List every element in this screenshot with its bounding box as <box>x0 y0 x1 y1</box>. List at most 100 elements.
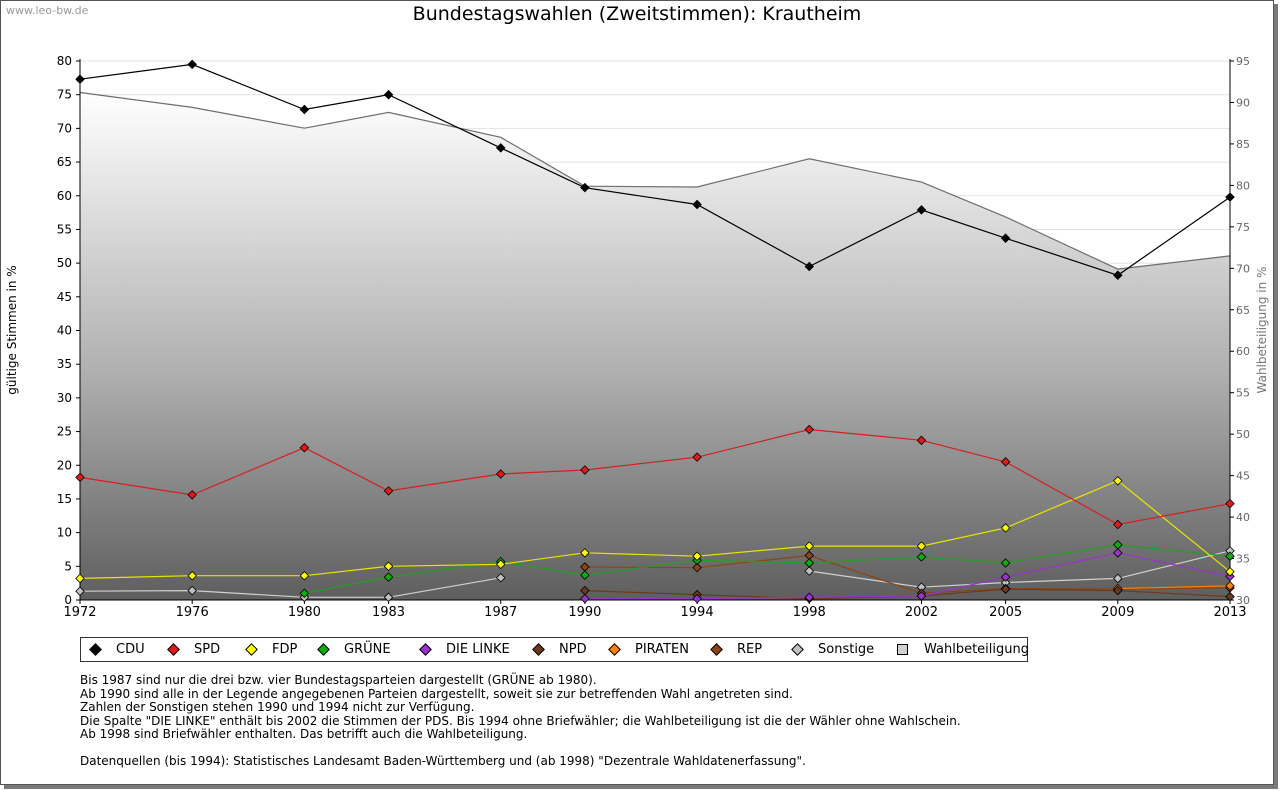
data-point-cdu <box>580 182 590 193</box>
series-line-piraten <box>1117 585 1231 590</box>
y2-tick-label: 80 <box>1236 179 1250 192</box>
legend-item: Wahlbeteiligung <box>897 638 1029 661</box>
y2-tick-label: 95 <box>1236 55 1250 68</box>
series-line-grüne <box>304 544 1231 594</box>
y-tick-label: 0 <box>64 593 72 607</box>
axes <box>76 59 1234 604</box>
y2-tick-label: 85 <box>1236 138 1250 151</box>
y2-tick-label: 45 <box>1236 470 1250 483</box>
data-point-die-linke <box>916 591 927 601</box>
data-point-spd <box>916 435 927 446</box>
data-point-fdp <box>692 551 702 561</box>
x-tick-label: 2009 <box>1101 605 1134 620</box>
data-point-cdu <box>1000 233 1011 243</box>
y2-tick-label: 30 <box>1236 594 1250 607</box>
series-line-spd <box>79 428 1231 526</box>
data-point-cdu <box>495 143 506 153</box>
y2-tick-label: 75 <box>1236 221 1250 234</box>
note-line: Datenquellen (bis 1994): Statistisches L… <box>80 754 806 768</box>
turnout-area <box>79 91 1231 600</box>
y-tick-label: 5 <box>64 559 72 573</box>
y2-tick-label: 70 <box>1236 262 1250 275</box>
data-point-spd <box>187 490 197 500</box>
note-line: Ab 1998 sind Briefwähler enthalten. Das … <box>80 727 528 741</box>
x-tick-label: 2013 <box>1213 605 1246 620</box>
y-tick-label: 15 <box>57 492 72 506</box>
y-tick-label: 70 <box>57 121 72 135</box>
data-point-npd <box>1225 591 1235 602</box>
x-tick-label: 1990 <box>568 605 601 620</box>
legend-swatch <box>897 644 908 655</box>
data-point-spd <box>75 472 85 483</box>
legend: CDU SPD FDP GRÜNE DIE LINKE NPD PIRATEN REP Sons… <box>80 637 1029 662</box>
legend-label: PIRATEN <box>635 642 689 657</box>
legend-item: FDP <box>245 638 297 661</box>
y2-tick-label: 90 <box>1236 96 1250 109</box>
data-point-npd <box>1000 584 1011 594</box>
legend-item: REP <box>710 638 763 661</box>
data-point-spd <box>495 469 506 479</box>
y2-tick-label: 40 <box>1236 511 1250 524</box>
notes: Bis 1987 sind nur die drei bzw. vier Bun… <box>80 673 961 769</box>
legend-swatch <box>419 643 432 656</box>
data-point-cdu <box>75 74 85 84</box>
legend-item: SPD <box>167 638 220 661</box>
data-point-spd <box>804 424 815 435</box>
data-point-fdp <box>495 559 506 570</box>
data-point-sonstige <box>804 566 815 576</box>
legend-swatch <box>532 643 545 656</box>
tick-labels: 0 5 10 15 20 25 30 35 40 45 50 55 60 65 70 75 80 30 35 40 45… <box>57 54 1250 620</box>
note-line: Zahlen der Sonstigen stehen 1990 und 199… <box>80 700 475 714</box>
data-point-die-linke <box>1113 548 1123 558</box>
legend-label: CDU <box>116 642 145 657</box>
turnout-line <box>79 91 1231 270</box>
y-tick-label: 45 <box>57 290 72 304</box>
data-point-grüne <box>916 552 927 562</box>
chart-title: Bundestagswahlen (Zweitstimmen): Krauthe… <box>412 3 862 25</box>
data-point-npd <box>1113 585 1123 596</box>
series-points <box>75 59 1235 604</box>
data-point-piraten <box>1225 581 1235 591</box>
data-point-fdp <box>580 548 590 558</box>
data-point-cdu <box>692 199 702 210</box>
legend-label: REP <box>737 642 763 657</box>
legend-label: DIE LINKE <box>446 642 510 657</box>
y-tick-label: 50 <box>57 256 72 270</box>
legend-item: NPD <box>532 638 587 661</box>
data-point-spd <box>580 465 590 475</box>
legend-swatch <box>317 643 330 656</box>
data-point-die-linke <box>1000 572 1011 582</box>
y-tick-label: 75 <box>57 88 72 102</box>
legend-item: PIRATEN <box>608 638 689 661</box>
x-tick-label: 1976 <box>176 605 209 620</box>
y-tick-label: 20 <box>57 458 72 472</box>
y-tick-label: 30 <box>57 391 72 405</box>
data-point-sonstige <box>495 573 506 583</box>
data-point-cdu <box>1113 270 1123 281</box>
data-point-rep <box>692 562 702 573</box>
data-point-sonstige <box>187 585 197 596</box>
data-point-spd <box>383 486 394 496</box>
y2-tick-label: 35 <box>1236 553 1250 566</box>
data-point-die-linke <box>580 593 590 604</box>
data-point-die-linke <box>692 593 702 604</box>
data-point-cdu <box>1225 192 1235 202</box>
data-point-grüne <box>299 588 310 599</box>
y-tick-label: 25 <box>57 425 72 439</box>
y-tick-label: 60 <box>57 189 72 203</box>
y-tick-label: 40 <box>57 324 72 338</box>
series-line-fdp <box>79 480 1231 579</box>
data-point-cdu <box>916 205 927 215</box>
legend-swatch <box>791 643 804 656</box>
legend-swatch <box>608 643 621 656</box>
legend-swatch <box>245 643 258 656</box>
data-point-grüne <box>580 570 590 580</box>
x-tick-label: 1983 <box>372 605 405 620</box>
x-tick-label: 1994 <box>681 605 714 620</box>
data-point-grüne <box>383 572 394 582</box>
x-tick-label: 1998 <box>793 605 826 620</box>
watermark: www.leo-bw.de <box>6 4 89 17</box>
data-point-sonstige <box>75 586 85 597</box>
y-tick-label: 55 <box>57 222 72 236</box>
